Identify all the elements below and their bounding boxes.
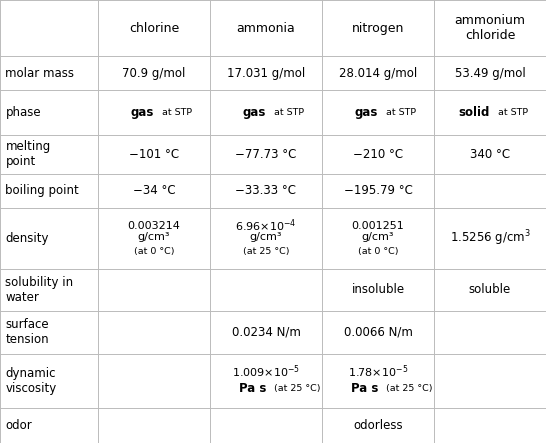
Text: (at 25 °C): (at 25 °C) xyxy=(379,384,432,392)
Text: nitrogen: nitrogen xyxy=(352,22,404,35)
Text: −77.73 °C: −77.73 °C xyxy=(235,148,296,161)
Text: chlorine: chlorine xyxy=(129,22,179,35)
Text: g/cm³: g/cm³ xyxy=(138,232,170,242)
Text: 6.96$\times10^{-4}$: 6.96$\times10^{-4}$ xyxy=(235,218,296,234)
Text: (at 25 °C): (at 25 °C) xyxy=(243,247,289,256)
Text: odor: odor xyxy=(5,419,32,432)
Text: odorless: odorless xyxy=(353,419,403,432)
Text: gas: gas xyxy=(242,106,266,119)
Text: −101 °C: −101 °C xyxy=(129,148,179,161)
Text: (at 25 °C): (at 25 °C) xyxy=(268,384,320,392)
Text: gas: gas xyxy=(354,106,378,119)
Text: soluble: soluble xyxy=(469,284,511,296)
Text: −195.79 °C: −195.79 °C xyxy=(343,184,412,197)
Text: 17.031 g/mol: 17.031 g/mol xyxy=(227,67,305,80)
Text: molar mass: molar mass xyxy=(5,67,74,80)
Text: insoluble: insoluble xyxy=(352,284,405,296)
Text: g/cm³: g/cm³ xyxy=(250,232,282,242)
Text: −34 °C: −34 °C xyxy=(133,184,175,197)
Text: phase: phase xyxy=(5,106,41,119)
Text: 53.49 g/mol: 53.49 g/mol xyxy=(455,67,525,80)
Text: 70.9 g/mol: 70.9 g/mol xyxy=(122,67,186,80)
Text: −210 °C: −210 °C xyxy=(353,148,403,161)
Text: −33.33 °C: −33.33 °C xyxy=(235,184,296,197)
Text: solid: solid xyxy=(459,106,490,119)
Text: g/cm³: g/cm³ xyxy=(362,232,394,242)
Text: at STP: at STP xyxy=(380,108,416,117)
Text: 0.003214: 0.003214 xyxy=(128,221,180,231)
Text: melting
point: melting point xyxy=(5,140,51,168)
Text: boiling point: boiling point xyxy=(5,184,79,197)
Text: 1.009$\times10^{-5}$: 1.009$\times10^{-5}$ xyxy=(232,364,300,380)
Text: 1.78$\times10^{-5}$: 1.78$\times10^{-5}$ xyxy=(348,364,408,380)
Text: ammonium
chloride: ammonium chloride xyxy=(454,14,525,42)
Text: 340 °C: 340 °C xyxy=(470,148,510,161)
Text: Pa s: Pa s xyxy=(351,382,378,395)
Text: ammonia: ammonia xyxy=(236,22,295,35)
Text: Pa s: Pa s xyxy=(239,382,266,395)
Text: at STP: at STP xyxy=(156,108,192,117)
Text: 0.0234 N/m: 0.0234 N/m xyxy=(232,326,300,339)
Text: (at 0 °C): (at 0 °C) xyxy=(358,247,398,256)
Text: surface
tension: surface tension xyxy=(5,319,49,346)
Text: 28.014 g/mol: 28.014 g/mol xyxy=(339,67,417,80)
Text: dynamic
viscosity: dynamic viscosity xyxy=(5,367,57,395)
Text: solubility in
water: solubility in water xyxy=(5,276,74,304)
Text: 0.0066 N/m: 0.0066 N/m xyxy=(343,326,412,339)
Text: (at 0 °C): (at 0 °C) xyxy=(134,247,174,256)
Text: gas: gas xyxy=(130,106,154,119)
Text: 0.001251: 0.001251 xyxy=(352,221,405,231)
Text: at STP: at STP xyxy=(492,108,529,117)
Text: at STP: at STP xyxy=(268,108,304,117)
Text: density: density xyxy=(5,232,49,245)
Text: 1.5256 g/cm$^{3}$: 1.5256 g/cm$^{3}$ xyxy=(449,229,530,248)
